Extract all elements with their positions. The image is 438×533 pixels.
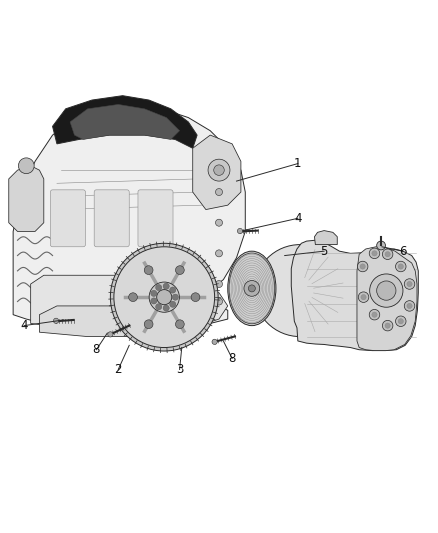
Circle shape [170, 287, 176, 293]
Circle shape [108, 332, 113, 337]
Circle shape [370, 274, 403, 307]
Circle shape [129, 293, 138, 302]
Circle shape [358, 292, 369, 302]
Circle shape [151, 298, 157, 304]
Text: 2: 2 [114, 363, 122, 376]
Circle shape [361, 295, 366, 300]
Polygon shape [314, 231, 337, 245]
Circle shape [155, 285, 162, 290]
Circle shape [372, 312, 377, 317]
Circle shape [176, 266, 184, 274]
Circle shape [208, 159, 230, 181]
Circle shape [398, 264, 403, 269]
Circle shape [360, 264, 365, 269]
Circle shape [215, 189, 223, 196]
Text: 4: 4 [294, 212, 302, 225]
Circle shape [191, 293, 200, 302]
Circle shape [372, 251, 377, 256]
Circle shape [407, 303, 412, 309]
Circle shape [214, 165, 224, 175]
Circle shape [369, 248, 380, 259]
Circle shape [377, 241, 385, 250]
Circle shape [18, 158, 34, 174]
Polygon shape [291, 240, 418, 351]
Circle shape [215, 219, 223, 226]
Circle shape [248, 285, 255, 292]
Circle shape [357, 261, 368, 272]
Circle shape [385, 323, 390, 328]
Text: 4: 4 [20, 319, 28, 332]
Polygon shape [39, 306, 210, 336]
Circle shape [385, 252, 390, 257]
Circle shape [377, 281, 396, 300]
Circle shape [398, 319, 403, 324]
Circle shape [396, 261, 406, 272]
Polygon shape [357, 247, 417, 351]
Circle shape [237, 229, 243, 233]
Text: 8: 8 [229, 352, 236, 365]
Circle shape [404, 301, 415, 311]
Text: 8: 8 [93, 343, 100, 356]
Circle shape [212, 339, 217, 344]
Text: 6: 6 [399, 245, 407, 257]
Circle shape [53, 318, 59, 324]
Circle shape [215, 298, 223, 305]
Circle shape [176, 320, 184, 328]
Circle shape [404, 279, 415, 289]
Circle shape [144, 320, 153, 328]
Polygon shape [9, 166, 44, 231]
Circle shape [396, 316, 406, 327]
FancyBboxPatch shape [94, 190, 129, 247]
Circle shape [110, 243, 218, 351]
Circle shape [369, 310, 380, 320]
Text: 1: 1 [294, 157, 302, 170]
Circle shape [254, 245, 346, 336]
Circle shape [155, 304, 162, 310]
Polygon shape [53, 96, 197, 148]
Polygon shape [31, 275, 228, 332]
Ellipse shape [228, 251, 276, 326]
Circle shape [163, 283, 169, 289]
Polygon shape [193, 135, 241, 209]
Circle shape [151, 290, 157, 296]
Polygon shape [70, 104, 180, 140]
Text: 5: 5 [321, 245, 328, 257]
Circle shape [215, 280, 223, 287]
Polygon shape [13, 104, 245, 336]
Circle shape [149, 282, 180, 312]
Circle shape [170, 301, 176, 308]
FancyBboxPatch shape [138, 190, 173, 247]
Circle shape [215, 250, 223, 257]
Circle shape [382, 249, 393, 260]
Circle shape [407, 281, 412, 287]
Circle shape [163, 305, 169, 311]
Circle shape [382, 320, 393, 331]
Circle shape [144, 266, 153, 274]
Circle shape [172, 294, 178, 300]
FancyBboxPatch shape [50, 190, 85, 247]
Circle shape [157, 289, 172, 305]
Text: 3: 3 [176, 363, 183, 376]
Circle shape [244, 280, 260, 296]
Circle shape [114, 247, 215, 348]
